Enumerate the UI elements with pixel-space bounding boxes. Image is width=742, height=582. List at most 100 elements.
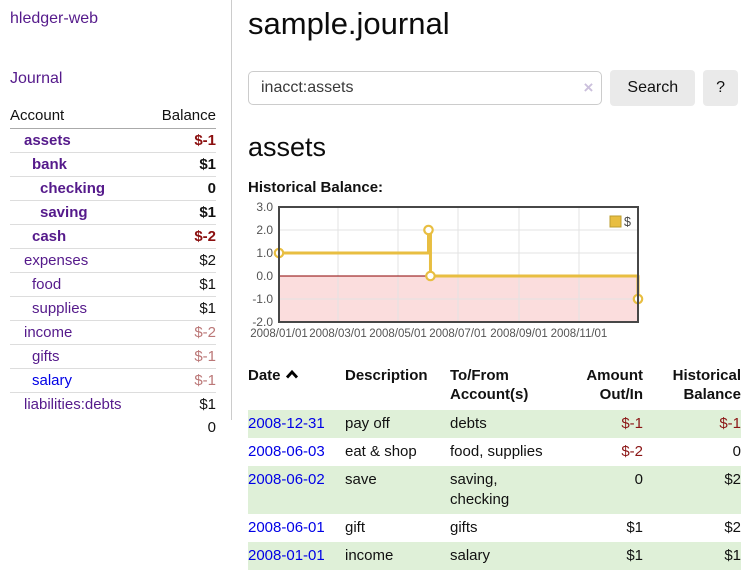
- caret-up-icon: [285, 366, 299, 385]
- accounts-header-row: Account Balance: [10, 104, 216, 129]
- column-header-balance: Historical Balance: [672, 367, 741, 403]
- account-link[interactable]: expenses: [24, 252, 89, 269]
- account-row: assets $-1: [10, 129, 216, 153]
- chart-title: Historical Balance:: [248, 179, 384, 196]
- transaction-date-link[interactable]: 2008-06-02: [248, 471, 325, 488]
- transaction-date-link[interactable]: 2008-12-31: [248, 415, 325, 432]
- account-row: income $-2: [10, 320, 216, 345]
- column-header-date[interactable]: Date: [248, 364, 345, 410]
- account-link[interactable]: bank: [32, 156, 68, 173]
- account-balance: $-2: [148, 320, 216, 345]
- svg-text:2008/03/01: 2008/03/01: [309, 328, 367, 340]
- transaction-amount: $1: [626, 547, 643, 564]
- account-link[interactable]: supplies: [32, 300, 88, 317]
- transaction-date-link[interactable]: 2008-06-01: [248, 519, 325, 536]
- account-link[interactable]: cash: [32, 228, 67, 245]
- transaction-description: save: [345, 471, 377, 488]
- column-header-accounts: To/From Account(s): [450, 367, 529, 403]
- accounts-table-body: assets $-1 bank $1 checking 0 saving $1 cash $-2 e…: [10, 129, 216, 416]
- account-balance: $-2: [148, 224, 216, 249]
- transaction-row: 2008-01-01 income salary $1 $1: [248, 542, 741, 570]
- account-row: supplies $1: [10, 296, 216, 321]
- sidebar: hledger-web Journal Account Balance asse…: [0, 0, 232, 436]
- transaction-date: 2008-06-01: [248, 514, 345, 542]
- transaction-accounts: gifts: [450, 519, 478, 536]
- transaction-date: 2008-06-02: [248, 466, 345, 514]
- account-row: bank $1: [10, 152, 216, 177]
- transaction-amount: $1: [626, 519, 643, 536]
- transaction-row: 2008-12-31 pay off debts $-1 $-1: [248, 410, 741, 438]
- svg-text:2008/01/01: 2008/01/01: [250, 328, 308, 340]
- account-row: food $1: [10, 272, 216, 297]
- search-button[interactable]: Search: [610, 70, 696, 106]
- account-balance: 0: [148, 176, 216, 201]
- app-title-link[interactable]: hledger-web: [10, 10, 99, 27]
- transaction-accounts: debts: [450, 415, 487, 432]
- search-help-button[interactable]: ?: [703, 70, 738, 106]
- account-balance: $-1: [148, 368, 216, 393]
- transaction-accounts: saving, checking: [450, 471, 510, 508]
- transaction-balance: 0: [732, 443, 741, 460]
- svg-text:$: $: [624, 215, 631, 229]
- account-row: checking 0: [10, 176, 216, 201]
- account-row: salary $-1: [10, 368, 216, 393]
- account-row: saving $1: [10, 200, 216, 225]
- app-title: hledger-web: [10, 10, 221, 28]
- transaction-amount: $-1: [621, 415, 643, 432]
- account-balance: $1: [148, 152, 216, 177]
- transaction-amount: $-2: [621, 443, 643, 460]
- svg-text:2008/05/01: 2008/05/01: [369, 328, 427, 340]
- account-balance: $-1: [148, 344, 216, 369]
- svg-text:-2.0: -2.0: [252, 315, 273, 329]
- search-input-wrap: ×: [248, 71, 603, 105]
- account-link[interactable]: gifts: [32, 348, 60, 365]
- svg-text:0.0: 0.0: [256, 269, 273, 283]
- page-title: sample.journal: [248, 6, 450, 41]
- search-form: × Search ?: [248, 70, 738, 106]
- transaction-date-link[interactable]: 2008-01-01: [248, 547, 325, 564]
- transaction-date: 2008-01-01: [248, 542, 345, 570]
- account-link[interactable]: food: [32, 276, 62, 293]
- transaction-row: 2008-06-02 save saving, checking 0 $2: [248, 466, 741, 514]
- transaction-date-link[interactable]: 2008-06-03: [248, 443, 325, 460]
- account-row: liabilities:debts $1: [10, 392, 216, 416]
- accounts-header-account: Account: [10, 104, 149, 129]
- account-row: expenses $2: [10, 248, 216, 273]
- column-header-description: Description: [345, 367, 428, 384]
- accounts-total-spacer: [10, 416, 149, 439]
- transaction-amount: 0: [634, 471, 643, 488]
- account-link[interactable]: checking: [40, 180, 106, 197]
- svg-text:2008/11/01: 2008/11/01: [551, 328, 608, 340]
- transaction-balance: $2: [724, 519, 741, 536]
- account-link[interactable]: assets: [24, 132, 71, 149]
- sidebar-item-journal[interactable]: Journal: [10, 70, 63, 87]
- transactions-table-body: 2008-12-31 pay off debts $-1 $-1 2008-06-03 ea…: [248, 410, 741, 570]
- clear-search-icon[interactable]: ×: [583, 78, 594, 97]
- account-row: gifts $-1: [10, 344, 216, 369]
- transaction-accounts: salary: [450, 547, 491, 564]
- transaction-date: 2008-06-03: [248, 438, 345, 466]
- historical-balance-chart[interactable]: $ -2.0 -1.0 0.0 1.0 2.0 3.0 2008/01/01 2008/03/0…: [248, 198, 742, 348]
- svg-text:2008/07/01: 2008/07/01: [429, 328, 487, 340]
- transaction-date: 2008-12-31: [248, 410, 345, 438]
- column-header-amount: Amount Out/In: [586, 367, 643, 403]
- account-link[interactable]: salary: [32, 372, 73, 389]
- account-link[interactable]: liabilities:debts: [24, 396, 122, 413]
- main-panel: sample.journal × Search ? assets Histori…: [233, 0, 742, 582]
- transaction-balance: $-1: [719, 415, 741, 432]
- accounts-total-row: 0: [10, 416, 216, 439]
- transactions-table: Date Description To/From Account(s) Amou…: [248, 364, 741, 570]
- account-link[interactable]: income: [24, 324, 73, 341]
- accounts-total-value: 0: [207, 419, 216, 436]
- account-link[interactable]: saving: [40, 204, 88, 221]
- account-balance: $1: [148, 272, 216, 297]
- svg-text:2008/09/01: 2008/09/01: [490, 328, 548, 340]
- accounts-table: Account Balance assets $-1 bank $1 checking 0…: [10, 104, 216, 439]
- transaction-description: gift: [345, 519, 366, 536]
- transaction-balance: $2: [724, 471, 741, 488]
- accounts-header-balance: Balance: [148, 104, 216, 129]
- search-input[interactable]: [248, 71, 603, 105]
- transaction-accounts: food, supplies: [450, 443, 543, 460]
- account-heading: assets: [248, 132, 327, 162]
- account-row: cash $-2: [10, 224, 216, 249]
